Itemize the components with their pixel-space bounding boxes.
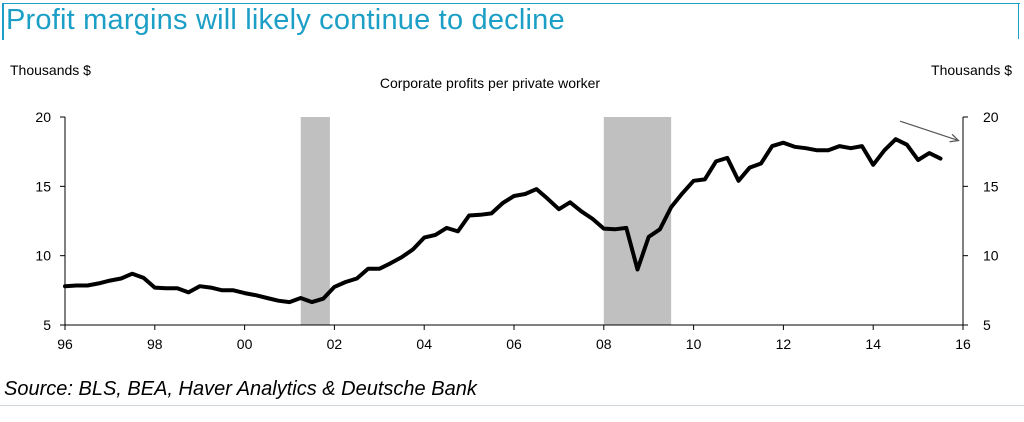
series-line-1 [63,137,943,305]
source-note: Source: BLS, BEA, Haver Analytics & Deut… [4,378,477,400]
title-right-rule [1018,3,1019,39]
x-tick-label-10: 10 [686,336,702,352]
chart-title: Corporate profits per private worker [379,75,601,91]
recession-band-2 [603,117,672,325]
recession-bands [300,117,672,325]
x-tick-label-16: 16 [955,336,971,352]
x-tick-label-14: 14 [865,336,881,352]
axes: 5 5 10 10 15 15 20 20 96 98 00 02 04 06 08 10 12 14 16 [35,109,998,352]
trend-arrow-head [949,133,960,143]
y-tick-label-right-15: 15 [983,178,999,194]
trend-arrow-layer [899,120,960,143]
trend-arrow-shaft [899,120,959,142]
series-layer [63,137,943,305]
x-tick-label-08: 08 [596,336,612,352]
y-tick-label-left-10: 10 [35,248,51,264]
x-tick-label-12: 12 [776,336,792,352]
y-tick-label-right-20: 20 [983,109,999,125]
title-left-rule [2,4,4,40]
recession-band-1 [300,117,330,325]
x-tick-label-02: 02 [327,336,343,352]
page-title: Profit margins will likely continue to d… [6,4,565,36]
y-tick-label-right-10: 10 [983,248,999,264]
x-tick-label-96: 96 [57,336,73,352]
source-rule [0,405,1024,406]
x-tick-label-98: 98 [147,336,163,352]
x-tick-label-06: 06 [506,336,522,352]
y-tick-label-left-20: 20 [35,109,51,125]
y-tick-label-left-15: 15 [35,178,51,194]
x-tick-label-00: 00 [237,336,253,352]
y-axis-label-right: Thousands $ [931,62,1012,78]
title-top-rule [2,3,1020,4]
x-tick-label-04: 04 [416,336,432,352]
y-tick-label-left-5: 5 [43,317,51,333]
y-axis-label-left: Thousands $ [10,62,91,78]
y-tick-label-right-5: 5 [983,317,991,333]
